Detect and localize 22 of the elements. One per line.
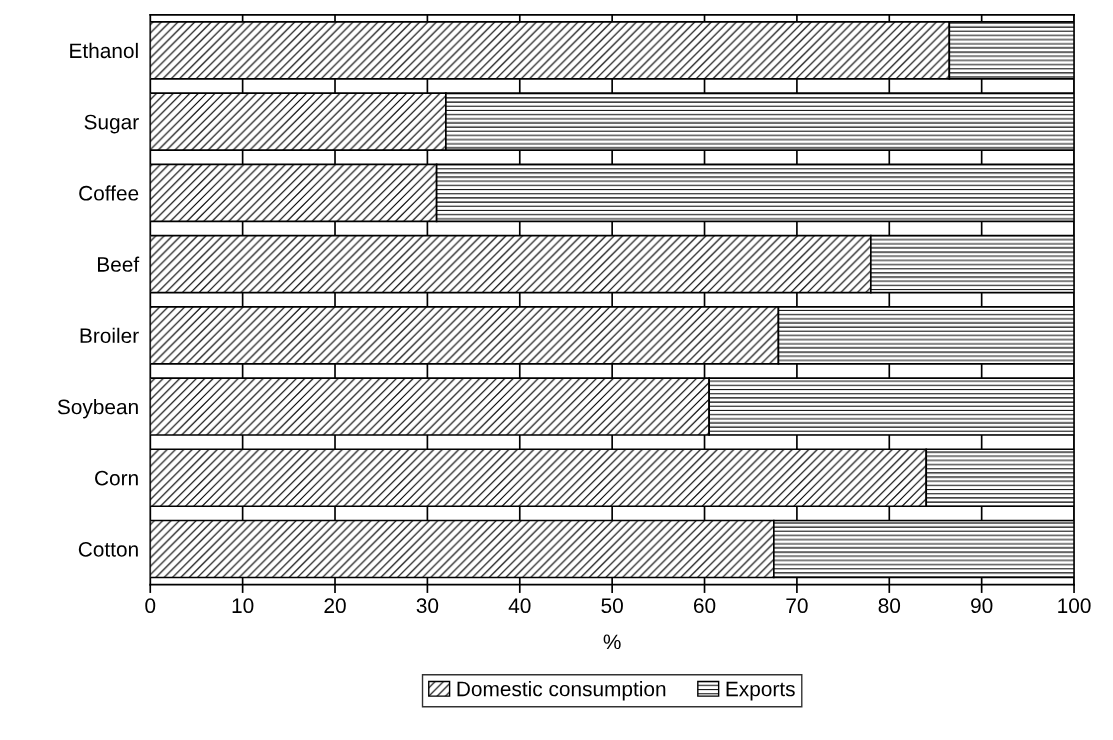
x-axis-title: % [603,634,621,650]
y-tick-label: Soybean [57,398,138,419]
x-tick-label: 100 [1058,598,1091,614]
y-tick-label: Sugar [84,114,139,134]
x-tick-label: 20 [324,598,346,614]
y-tick-label: Ethanol [70,42,138,59]
x-tick-label: 10 [232,598,254,614]
x-tick-label: 0 [145,598,156,614]
x-tick-label: 40 [508,598,531,614]
x-tick-label: 70 [786,598,808,614]
legend-label: Domestic consumption [457,681,666,701]
y-tick-label: Corn [95,470,138,486]
x-tick-label: 90 [971,598,993,614]
legend-label: Exports [726,681,795,701]
x-tick-label: 80 [878,598,901,614]
y-tick-label: Cotton [78,541,138,557]
x-tick-label: 60 [694,598,716,614]
y-tick-label: Beef [98,256,140,272]
x-tick-label: 50 [601,598,623,614]
y-tick-label: Broiler [80,327,139,344]
x-tick-label: 30 [416,598,439,614]
y-tick-label: Coffee [79,185,139,201]
